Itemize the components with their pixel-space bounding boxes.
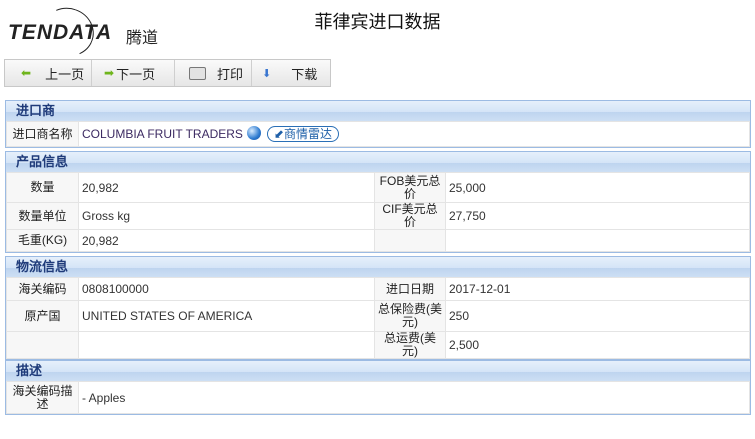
next-page-button[interactable]: ➡ 下一页 xyxy=(92,60,175,86)
arrow-left-icon: ⬅ xyxy=(21,66,32,80)
insurance-value: 250 xyxy=(445,300,750,332)
unit-label: 数量单位 xyxy=(6,202,79,230)
arrow-right-icon: ➡ xyxy=(104,66,115,80)
weight-value: 20,982 xyxy=(78,229,375,252)
print-label: 打印 xyxy=(217,66,244,82)
unit-value: Gross kg xyxy=(78,202,375,230)
radar-button[interactable]: ⬋商情雷达 xyxy=(266,126,339,142)
arrow-down-icon: ⬇ xyxy=(262,67,272,80)
section-header: 描述 xyxy=(6,361,750,381)
product-section: 产品信息 数量 20,982 FOB美元总价 25,000 数量单位 Gross kg C… xyxy=(5,151,751,253)
prev-page-button[interactable]: ⬅ 上一页 xyxy=(5,60,92,86)
download-label: 下载 xyxy=(291,66,318,82)
section-header: 产品信息 xyxy=(6,152,750,172)
importer-name: COLUMBIA FRUIT TRADERS xyxy=(82,127,243,141)
importer-name-label: 进口商名称 xyxy=(6,121,79,147)
empty-cell xyxy=(78,331,375,359)
section-header: 物流信息 xyxy=(6,257,750,277)
origin-label: 原产国 xyxy=(6,300,79,332)
fob-label: FOB美元总价 xyxy=(374,172,446,203)
globe-icon[interactable] xyxy=(246,126,261,140)
freight-value: 2,500 xyxy=(445,331,750,359)
origin-value: UNITED STATES OF AMERICA xyxy=(78,300,375,332)
cif-value: 27,750 xyxy=(445,202,750,230)
import-date-label: 进口日期 xyxy=(374,277,446,301)
hs-desc-label: 海关编码描述 xyxy=(6,381,79,414)
fob-value: 25,000 xyxy=(445,172,750,203)
hs-code-value: 0808100000 xyxy=(78,277,375,301)
radar-label: 商情雷达 xyxy=(283,127,332,141)
cif-label: CIF美元总价 xyxy=(374,202,446,230)
print-button[interactable]: 打印 xyxy=(175,60,252,86)
hs-desc-value: - Apples xyxy=(78,381,750,414)
radar-icon: ⬋ xyxy=(273,127,284,141)
qty-value: 20,982 xyxy=(78,172,375,203)
download-button[interactable]: ⬇ 下载 xyxy=(252,60,330,86)
freight-label: 总运费(美元) xyxy=(374,331,446,359)
empty-cell xyxy=(445,229,750,252)
insurance-label: 总保险费(美元) xyxy=(374,300,446,332)
weight-label: 毛重(KG) xyxy=(6,229,79,252)
qty-label: 数量 xyxy=(6,172,79,203)
empty-cell xyxy=(374,229,446,252)
printer-icon xyxy=(189,66,206,80)
description-section: 描述 海关编码描述 - Apples xyxy=(5,360,751,415)
toolbar: ⬅ 上一页 ➡ 下一页 打印 ⬇ 下载 xyxy=(4,59,331,87)
page-title: 菲律宾进口数据 xyxy=(314,12,441,32)
import-date-value: 2017-12-01 xyxy=(445,277,750,301)
next-label: 下一页 xyxy=(116,66,156,82)
tendata-logo: TENDATA 腾道 xyxy=(8,0,159,64)
importer-section: 进口商 进口商名称 COLUMBIA FRUIT TRADERS ⬋商情雷达 xyxy=(5,100,751,148)
hs-code-label: 海关编码 xyxy=(6,277,79,301)
logo-text: TENDATA xyxy=(8,21,113,44)
logistics-section: 物流信息 海关编码 0808100000 进口日期 2017-12-01 原产国 UNI… xyxy=(5,256,751,360)
prev-label: 上一页 xyxy=(45,66,85,82)
empty-cell xyxy=(6,331,79,359)
section-header: 进口商 xyxy=(6,101,750,121)
logo-cn: 腾道 xyxy=(126,30,159,47)
